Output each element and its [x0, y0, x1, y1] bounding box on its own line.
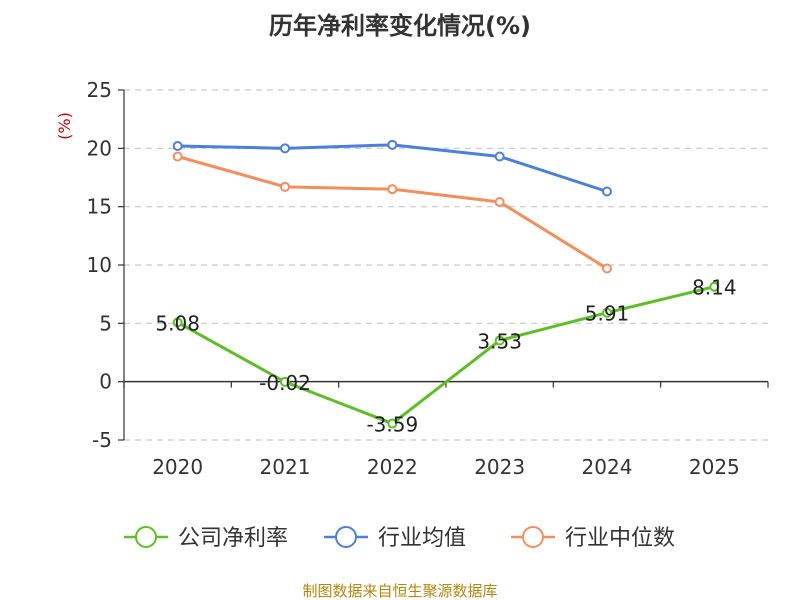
data-label: -3.59 [366, 413, 418, 437]
x-tick-label: 2022 [367, 455, 418, 479]
data-label: 5.91 [585, 302, 630, 326]
legend[interactable]: 公司净利率 行业均值 行业中位数 [124, 526, 675, 551]
legend-marker-icon [522, 526, 544, 548]
data-label: 3.53 [477, 329, 522, 353]
data-point[interactable] [172, 141, 183, 151]
series-line [177, 155, 608, 270]
data-point[interactable] [387, 418, 398, 429]
y-tick-label: -5 [92, 428, 112, 452]
y-tick-label: 20 [87, 136, 112, 160]
data-point[interactable] [280, 376, 290, 387]
data-point[interactable] [494, 335, 505, 346]
x-tick-label: 2023 [474, 455, 525, 479]
data-point[interactable] [172, 317, 183, 328]
y-tick-label: 25 [87, 78, 112, 102]
data-point[interactable] [494, 197, 505, 207]
data-point[interactable] [602, 263, 612, 274]
series-1 [172, 139, 612, 197]
series-0 [172, 281, 720, 429]
chart-title: 历年净利率变化情况(%) [269, 12, 531, 40]
series-group [172, 139, 720, 429]
y-tick-label: 0 [99, 370, 112, 394]
source-note: 制图数据来自恒生聚源数据库 [302, 582, 497, 600]
series-2 [172, 151, 612, 274]
legend-label: 行业均值 [378, 526, 466, 551]
legend-label: 公司净利率 [178, 526, 288, 551]
legend-marker-icon [335, 526, 357, 548]
y-tick-label: 10 [87, 253, 112, 277]
data-point[interactable] [602, 307, 612, 318]
legend-item[interactable]: 行业中位数 [511, 526, 675, 551]
legend-label: 行业中位数 [565, 526, 675, 551]
data-point[interactable] [709, 281, 720, 292]
data-point[interactable] [172, 151, 183, 162]
x-tick-label: 2020 [152, 455, 203, 479]
legend-item[interactable]: 行业均值 [324, 526, 466, 551]
data-point[interactable] [494, 151, 505, 162]
y-tick-label: 5 [99, 311, 112, 335]
legend-item[interactable]: 公司净利率 [124, 526, 288, 551]
y-tick-label: 15 [87, 195, 112, 219]
data-point[interactable] [280, 181, 290, 192]
x-tick-label: 2024 [582, 455, 633, 479]
data-label: 5.08 [155, 311, 200, 335]
x-tick-label: 2025 [689, 455, 740, 479]
data-labels: 5.08 -0.02 -3.59 3.53 5.91 8.14 [155, 276, 736, 437]
y-axis-unit: (%) [55, 112, 74, 140]
legend-marker-icon [135, 526, 157, 548]
data-point[interactable] [387, 139, 398, 150]
x-tick-label: 2021 [260, 455, 311, 479]
series-line [176, 285, 715, 426]
data-point[interactable] [387, 184, 398, 195]
grid-lines [124, 89, 768, 441]
data-label: -0.02 [259, 371, 311, 395]
data-label: 8.14 [692, 276, 737, 300]
data-point[interactable] [280, 143, 290, 154]
data-point[interactable] [602, 186, 612, 197]
